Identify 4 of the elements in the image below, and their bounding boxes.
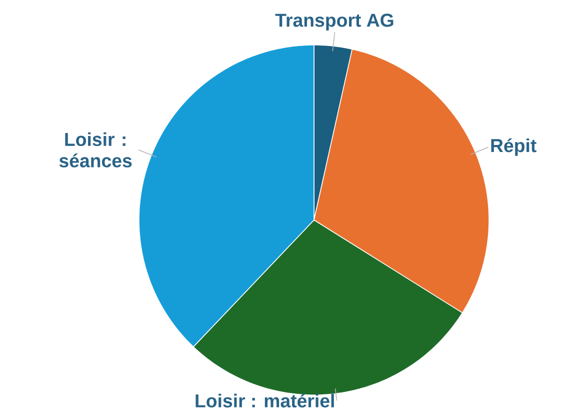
slice-label: Loisir : séances bbox=[59, 132, 132, 168]
slice-label: Transport AG bbox=[275, 14, 394, 31]
slice-label: Répit bbox=[491, 138, 536, 156]
slice-label: Loisir : matériel bbox=[196, 394, 334, 408]
